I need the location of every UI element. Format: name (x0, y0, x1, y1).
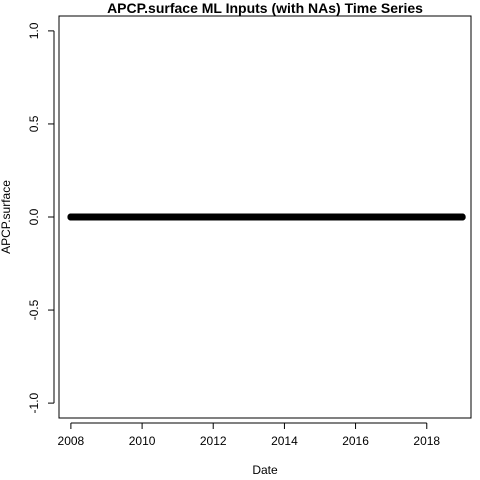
x-tick-label: 2012 (200, 434, 227, 448)
chart-title: APCP.surface ML Inputs (with NAs) Time S… (107, 0, 423, 16)
x-tick-label: 2018 (413, 434, 440, 448)
x-tick-label: 2010 (129, 434, 156, 448)
x-tick-label: 2008 (58, 434, 85, 448)
y-tick-label: -1.0 (27, 392, 41, 413)
x-axis: 2008 2010 2012 2014 2016 2018 (58, 422, 440, 448)
y-axis-label: APCP.surface (0, 180, 13, 254)
y-tick-label: -0.5 (27, 299, 41, 320)
x-tick-label: 2016 (342, 434, 369, 448)
data-point (458, 213, 466, 221)
data-points (67, 213, 466, 221)
x-tick-label: 2014 (271, 434, 298, 448)
y-tick-label: 0.0 (27, 208, 41, 225)
y-tick-label: 1.0 (27, 22, 41, 39)
x-axis-label: Date (252, 463, 278, 477)
y-tick-label: 0.5 (27, 115, 41, 132)
plot-frame (58, 15, 472, 419)
y-axis: -1.0 -0.5 0.0 0.5 1.0 (27, 22, 55, 413)
